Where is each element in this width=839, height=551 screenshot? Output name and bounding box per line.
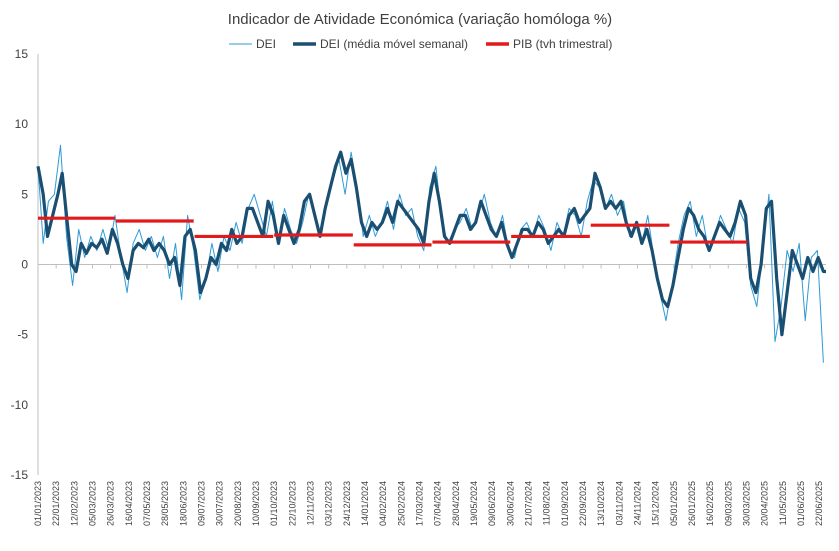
x-tick-label: 18/06/2023 (178, 481, 188, 526)
y-tick-label: 15 (15, 47, 29, 61)
x-tick-label: 14/01/2024 (360, 481, 370, 526)
series-line-dei-mm (36, 150, 826, 337)
y-tick-label: -5 (17, 328, 28, 342)
x-tick-label: 16/02/2025 (705, 481, 715, 526)
y-tick-label: 0 (21, 258, 28, 272)
x-tick-label: 22/09/2024 (578, 481, 588, 526)
x-tick-label: 09/03/2025 (723, 481, 733, 526)
x-tick-label: 11/05/2025 (778, 481, 788, 525)
y-tick-label: -10 (11, 398, 29, 412)
y-tick-label: 10 (15, 117, 29, 131)
chart-title: Indicador de Atividade Económica (variaç… (228, 11, 612, 28)
x-tick-label: 22/10/2023 (287, 481, 297, 526)
axes (37, 54, 826, 475)
legend-item-dei-mm: DEI (média móvel semanal) (293, 37, 468, 51)
x-tick-label: 20/08/2023 (233, 481, 243, 526)
y-tick-label: 5 (21, 187, 28, 201)
x-tick-label: 21/07/2024 (523, 481, 533, 526)
x-tick-label: 01/10/2023 (269, 481, 279, 526)
x-tick-label: 07/05/2023 (142, 481, 152, 526)
x-tick-label: 12/11/2023 (305, 481, 315, 525)
x-tick-label: 09/07/2023 (196, 481, 206, 526)
x-tick-label: 24/11/2024 (632, 481, 642, 525)
x-tick-label: 01/06/2025 (796, 481, 806, 526)
y-tick-label: -15 (11, 468, 29, 482)
x-tick-label: 12/02/2023 (69, 481, 79, 526)
legend-label-pib: PIB (tvh trimestral) (513, 37, 612, 51)
legend-item-dei: DEI (229, 37, 276, 51)
x-tick-label: 01/09/2024 (560, 481, 570, 526)
x-tick-label: 26/03/2023 (106, 481, 116, 526)
x-tick-label: 26/01/2025 (687, 481, 697, 526)
x-tick-label: 05/03/2023 (87, 481, 97, 526)
x-tick-label: 22/06/2025 (814, 481, 824, 526)
x-axis: 01/01/2023 22/01/2023 12/02/2023 05/03/2023… (33, 264, 824, 526)
x-tick-label: 28/04/2024 (451, 481, 461, 526)
x-tick-label: 20/04/2025 (760, 481, 770, 526)
x-tick-label: 10/09/2023 (251, 481, 261, 526)
x-tick-label: 30/07/2023 (215, 481, 225, 526)
legend-label-dei-mm: DEI (média móvel semanal) (320, 37, 468, 51)
legend: DEI DEI (média móvel semanal) PIB (tvh t… (229, 37, 612, 51)
x-tick-label: 04/02/2024 (378, 481, 388, 526)
x-tick-label: 09/06/2024 (487, 481, 497, 526)
x-tick-label: 05/01/2025 (669, 481, 679, 526)
plot-area (36, 144, 826, 363)
x-tick-label: 16/04/2023 (124, 481, 134, 526)
x-tick-label: 11/08/2024 (542, 481, 552, 525)
x-tick-label: 28/05/2023 (160, 481, 170, 526)
x-tick-label: 03/11/2024 (614, 481, 624, 525)
x-tick-label: 24/12/2023 (342, 481, 352, 526)
x-tick-label: 17/03/2024 (414, 481, 424, 526)
x-tick-label: 03/12/2023 (324, 481, 334, 526)
series-line-dei (37, 144, 824, 363)
x-tick-label: 30/03/2025 (741, 481, 751, 526)
x-tick-label: 13/10/2024 (596, 481, 606, 526)
x-tick-label: 07/04/2024 (433, 481, 443, 526)
x-tick-label: 01/01/2023 (33, 481, 43, 526)
y-axis: 15 10 5 0 -5 -10 -15 (11, 47, 29, 482)
x-tick-label: 25/02/2024 (396, 481, 406, 526)
x-tick-label: 15/12/2024 (651, 481, 661, 526)
x-tick-label: 22/01/2023 (51, 481, 61, 526)
x-tick-label: 30/06/2024 (505, 481, 515, 526)
legend-label-dei: DEI (256, 37, 276, 51)
legend-item-pib: PIB (tvh trimestral) (486, 37, 612, 51)
x-tick-label: 19/05/2024 (469, 481, 479, 526)
